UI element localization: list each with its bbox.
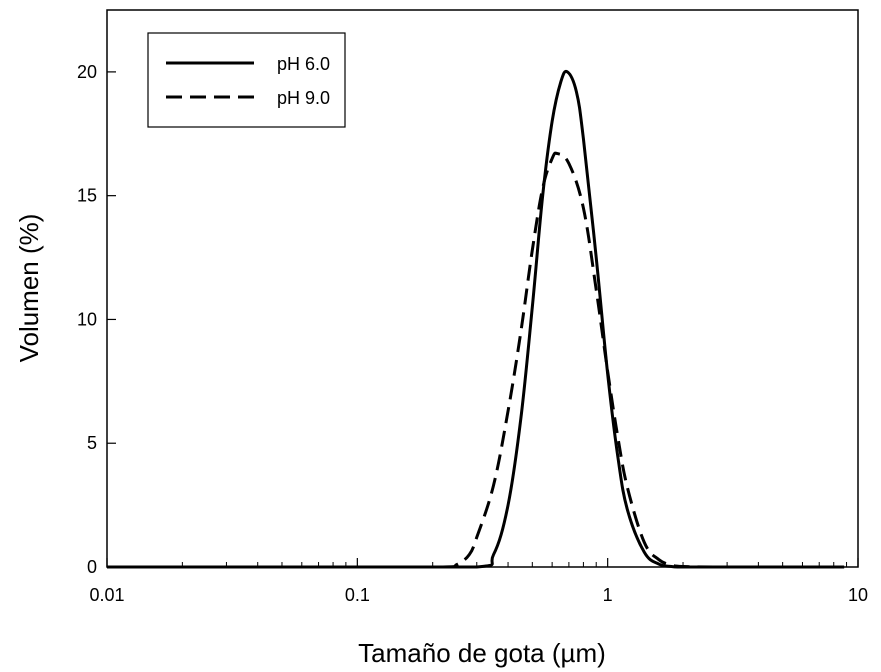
legend: pH 6.0 pH 9.0 [147, 32, 346, 128]
x-tick-label: 0.1 [345, 585, 370, 605]
legend-label-ph6: pH 6.0 [277, 54, 330, 74]
y-tick-label: 20 [77, 62, 97, 82]
series-lines [107, 69, 845, 569]
series-line-ph9 [107, 151, 845, 569]
axis-ticks [106, 71, 859, 568]
legend-box [147, 32, 346, 128]
y-tick-label: 15 [77, 186, 97, 206]
legend-label-ph9: pH 9.0 [277, 88, 330, 108]
series-line-ph6 [107, 69, 845, 569]
x-tick-label: 10 [848, 585, 868, 605]
axis-tick-labels: 0 5 10 15 20 0.01 0.1 1 10 [77, 62, 868, 605]
y-tick-label: 10 [77, 309, 97, 329]
x-tick-label: 1 [603, 585, 613, 605]
y-tick-label: 0 [87, 557, 97, 577]
y-axis-title: Volumen (%) [14, 214, 44, 363]
x-tick-label: 0.01 [89, 585, 124, 605]
x-axis-title: Tamaño de gota (µm) [358, 638, 606, 668]
y-tick-label: 5 [87, 433, 97, 453]
